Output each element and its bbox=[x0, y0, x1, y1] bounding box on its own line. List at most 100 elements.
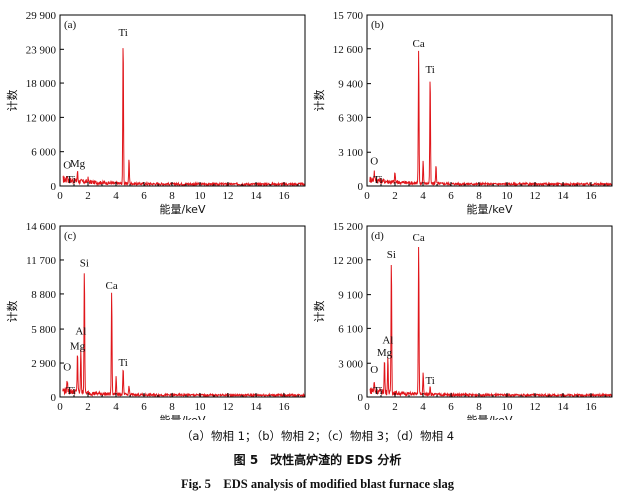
panel-d-element-label-o: O bbox=[370, 364, 378, 376]
panel-b-plot-frame bbox=[366, 14, 613, 187]
panel-b-spectrum-line bbox=[369, 50, 613, 188]
panel-b-element-label-o: O bbox=[370, 156, 378, 168]
panel-c-x-tick-label: 16 bbox=[279, 401, 291, 413]
panel-d-x-axis-title: 能量/keV bbox=[467, 413, 513, 420]
panel-c-plot-frame bbox=[59, 225, 306, 398]
panel-c-element-label-ti: Ti bbox=[118, 357, 127, 369]
panel-d-spectrum-line bbox=[369, 247, 613, 399]
panel-c-x-tick-label: 12 bbox=[223, 401, 234, 413]
panel-d-y-tick-label: 9 100 bbox=[338, 290, 363, 302]
panel-a-element-label-ti: Ti bbox=[66, 174, 75, 186]
panel-a-y-tick-label: 12 000 bbox=[26, 112, 57, 124]
panel-c-element-label-si: Si bbox=[80, 258, 89, 270]
panel-d-y-tick-label: 0 bbox=[358, 392, 364, 404]
panel-b-x-tick-label: 12 bbox=[530, 190, 541, 202]
panel-b-x-tick-label: 4 bbox=[420, 190, 426, 202]
panel-b-x-tick-label: 6 bbox=[448, 190, 454, 202]
panel-a-x-tick-label: 6 bbox=[141, 190, 147, 202]
panel-c-element-label-ti: Ti bbox=[66, 385, 75, 397]
panel-d-element-label-ti: Ti bbox=[425, 375, 434, 387]
panel-c-x-tick-label: 0 bbox=[57, 401, 63, 413]
panel-c-label: (c) bbox=[64, 230, 77, 242]
panel-d-x-tick-label: 8 bbox=[476, 401, 482, 413]
panel-a-x-tick-label: 8 bbox=[169, 190, 175, 202]
panel-c-x-tick-label: 14 bbox=[251, 401, 263, 413]
panel-b-element-label-ti: Ti bbox=[373, 174, 382, 186]
panel-d-element-label-ti: Ti bbox=[373, 385, 382, 397]
panel-c-element-label-o: O bbox=[63, 362, 71, 374]
panel-c-y-tick-label: 8 800 bbox=[31, 289, 56, 301]
panel-d-x-tick-label: 0 bbox=[364, 401, 370, 413]
panel-d-element-label-al: Al bbox=[382, 335, 393, 347]
panel-a-x-tick-label: 16 bbox=[279, 190, 291, 202]
panel-d-x-tick-label: 14 bbox=[558, 401, 570, 413]
panel-d-element-label-si: Si bbox=[387, 249, 396, 261]
panel-c-y-tick-label: 11 700 bbox=[26, 255, 56, 267]
panel-d-label: (d) bbox=[371, 230, 384, 242]
panel-b-label: (b) bbox=[371, 19, 384, 31]
subfigure-caption: （a）物相 1；（b）物相 2；（c）物相 3；（d）物相 4 bbox=[180, 429, 455, 443]
panel-a-y-tick-label: 0 bbox=[51, 181, 57, 193]
panel-a-x-tick-label: 12 bbox=[223, 190, 234, 202]
panel-b-x-tick-label: 8 bbox=[476, 190, 482, 202]
panel-c-y-tick-label: 14 600 bbox=[26, 221, 57, 233]
figure-caption-english: Fig. 5 EDS analysis of modified blast fu… bbox=[181, 477, 454, 491]
panel-d-y-tick-label: 15 200 bbox=[333, 221, 364, 233]
panel-b-y-tick-label: 3 100 bbox=[338, 147, 363, 159]
panel-d-plot-frame bbox=[366, 225, 613, 398]
panel-d-element-label-ca: Ca bbox=[413, 232, 425, 244]
panel-b-x-tick-label: 10 bbox=[502, 190, 514, 202]
panel-a-x-tick-label: 14 bbox=[251, 190, 263, 202]
panel-a-x-tick-label: 10 bbox=[195, 190, 207, 202]
panel-b-y-axis-title: 计数 bbox=[313, 90, 326, 112]
panel-a-spectrum-line bbox=[62, 48, 306, 187]
panel-d-x-tick-label: 10 bbox=[502, 401, 514, 413]
panel-c-element-label-ca: Ca bbox=[106, 280, 118, 292]
panel-a-label: (a) bbox=[64, 19, 77, 31]
panel-b-x-tick-label: 0 bbox=[364, 190, 370, 202]
panel-d-x-tick-label: 12 bbox=[530, 401, 541, 413]
panel-d-x-tick-label: 16 bbox=[586, 401, 598, 413]
panel-b-x-tick-label: 16 bbox=[586, 190, 598, 202]
panel-b-element-label-ca: Ca bbox=[413, 38, 425, 50]
panel-c-x-tick-label: 10 bbox=[195, 401, 207, 413]
panel-c-x-tick-label: 6 bbox=[141, 401, 147, 413]
panel-d-y-tick-label: 12 200 bbox=[333, 255, 364, 267]
figure-caption-chinese: 图 5 改性高炉渣的 EDS 分析 bbox=[233, 453, 402, 467]
panel-a-y-tick-label: 23 900 bbox=[26, 44, 57, 56]
panel-d-x-tick-label: 6 bbox=[448, 401, 454, 413]
panel-c-element-label-al: Al bbox=[75, 325, 86, 337]
panel-a-y-tick-label: 29 900 bbox=[26, 10, 57, 22]
panel-c-y-axis-title: 计数 bbox=[6, 301, 19, 323]
panel-c-y-tick-label: 0 bbox=[51, 392, 57, 404]
panel-c-x-tick-label: 4 bbox=[113, 401, 119, 413]
panel-b-x-tick-label: 2 bbox=[392, 190, 398, 202]
panel-b-element-label-ti: Ti bbox=[425, 64, 434, 76]
panel-a-y-axis-title: 计数 bbox=[6, 90, 19, 112]
panel-d-y-axis-title: 计数 bbox=[313, 301, 326, 323]
panel-a-x-tick-label: 2 bbox=[85, 190, 91, 202]
panel-c-element-label-mg: Mg bbox=[70, 341, 86, 353]
panel-a-element-label-ti: Ti bbox=[118, 27, 127, 39]
panel-d-y-tick-label: 3 000 bbox=[338, 358, 363, 370]
panel-c-y-tick-label: 2 900 bbox=[31, 358, 56, 370]
panel-c-x-tick-label: 2 bbox=[85, 401, 91, 413]
panel-d-element-label-mg: Mg bbox=[377, 347, 393, 359]
panel-d-x-tick-label: 2 bbox=[392, 401, 398, 413]
panel-b-y-tick-label: 12 600 bbox=[333, 44, 364, 56]
panel-b-y-tick-label: 6 300 bbox=[338, 112, 363, 124]
panel-d-x-tick-label: 4 bbox=[420, 401, 426, 413]
panel-b-y-tick-label: 0 bbox=[358, 181, 364, 193]
panel-a-y-tick-label: 18 000 bbox=[26, 78, 57, 90]
panel-b-y-tick-label: 9 400 bbox=[338, 79, 363, 91]
panel-c-x-tick-label: 8 bbox=[169, 401, 175, 413]
panel-a-element-label-o: O bbox=[63, 159, 71, 171]
panel-b-x-tick-label: 14 bbox=[558, 190, 570, 202]
panel-a-plot-frame bbox=[59, 14, 306, 187]
panel-a-x-tick-label: 4 bbox=[113, 190, 119, 202]
panel-a-y-tick-label: 6 000 bbox=[31, 147, 56, 159]
panel-c-y-tick-label: 5 800 bbox=[31, 324, 56, 336]
panel-d-y-tick-label: 6 100 bbox=[338, 323, 363, 335]
panel-a-x-tick-label: 0 bbox=[57, 190, 63, 202]
